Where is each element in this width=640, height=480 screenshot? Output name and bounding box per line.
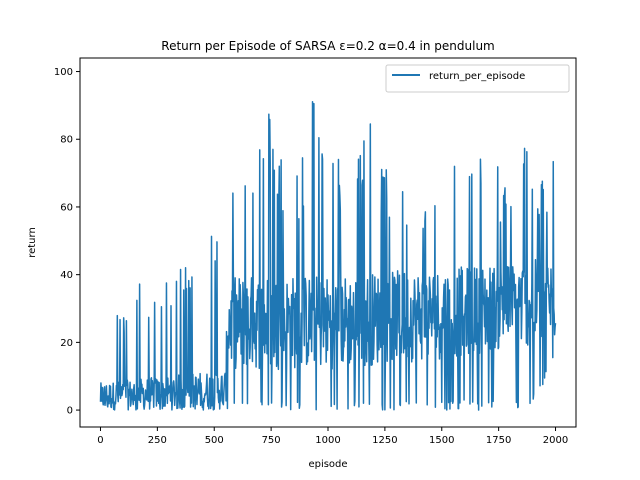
x-tick-label: 1000 <box>315 435 340 446</box>
y-axis: 0 20 40 60 80 100 <box>54 67 80 417</box>
x-tick-label: 250 <box>148 435 167 446</box>
y-tick-label: 60 <box>60 202 73 213</box>
x-tick-label: 500 <box>205 435 224 446</box>
x-tick-label: 1250 <box>372 435 397 446</box>
y-tick-label: 20 <box>60 338 73 349</box>
x-axis-label: episode <box>308 459 347 470</box>
legend-label: return_per_episode <box>429 71 525 82</box>
x-tick-label: 1750 <box>486 435 511 446</box>
y-tick-label: 40 <box>60 270 73 281</box>
series-group <box>99 101 557 411</box>
series-line-return-per-episode <box>99 101 557 411</box>
y-axis-label: return <box>27 227 38 258</box>
y-tick-label: 0 <box>67 406 73 417</box>
x-tick-label: 750 <box>262 435 281 446</box>
x-tick-label: 1500 <box>429 435 454 446</box>
legend: return_per_episode <box>385 64 570 93</box>
x-tick-label: 0 <box>97 435 103 446</box>
y-tick-label: 80 <box>60 135 73 146</box>
y-tick-label: 100 <box>54 67 73 78</box>
chart-title: Return per Episode of SARSA ε=0.2 α=0.4 … <box>161 39 494 53</box>
legend-box <box>385 64 570 93</box>
x-tick-label: 2000 <box>543 435 568 446</box>
x-axis: 0 250 500 750 1000 1250 1500 1750 2000 <box>97 427 568 446</box>
